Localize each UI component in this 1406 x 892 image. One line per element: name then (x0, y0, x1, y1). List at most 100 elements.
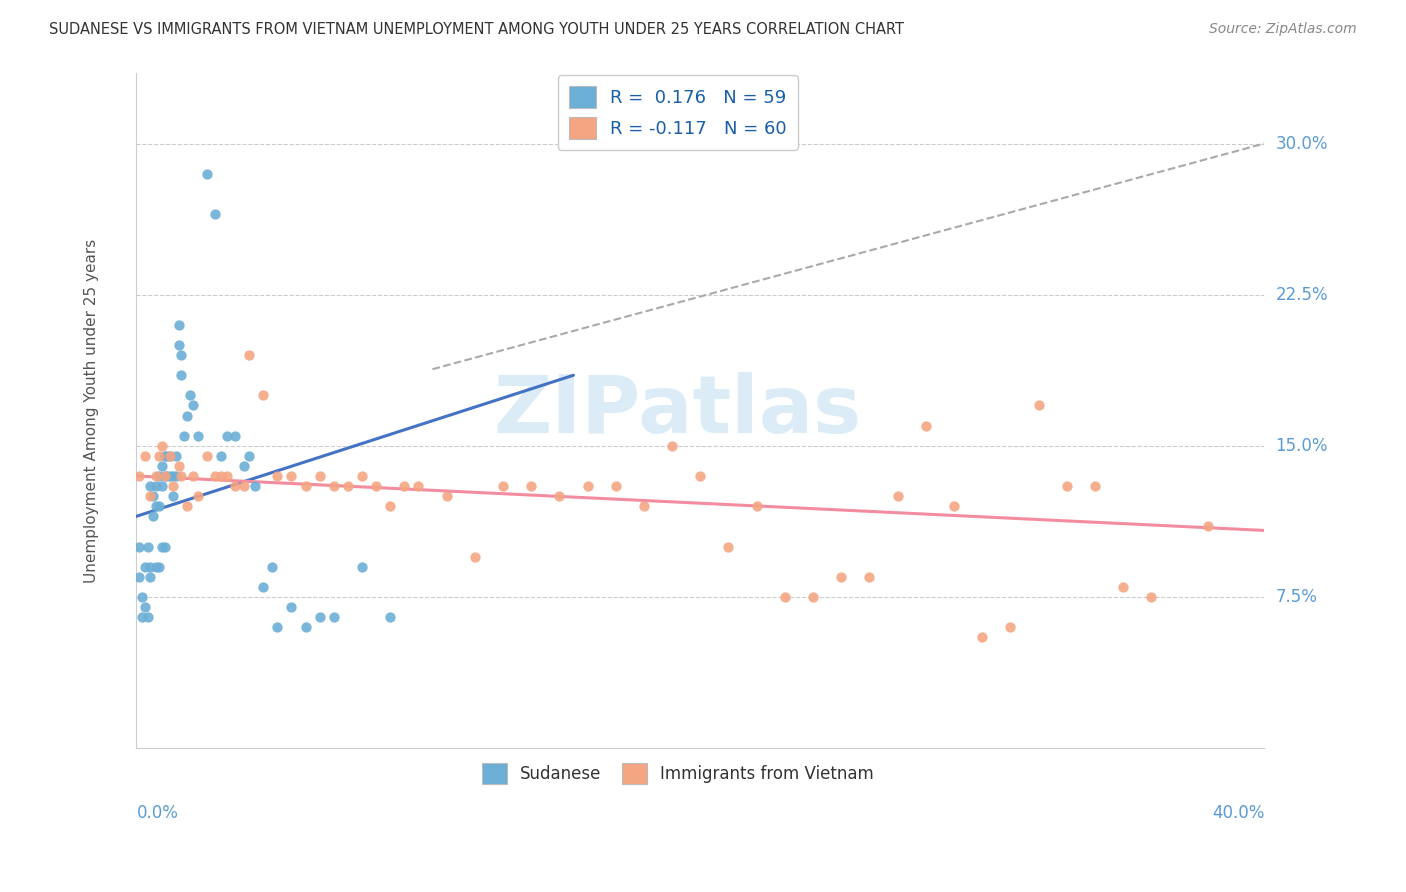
Point (224, 479, 246, 493)
Point (280, 600, 302, 615)
Text: 15.0%: 15.0% (1275, 437, 1329, 455)
Point (209, 469, 232, 483)
Point (153, 469, 176, 483)
Point (350, 559, 373, 574)
Point (204, 207, 226, 221)
Point (350, 469, 373, 483)
Point (162, 469, 184, 483)
Point (548, 489, 571, 503)
Point (139, 489, 162, 503)
Point (436, 489, 458, 503)
Point (145, 469, 167, 483)
Point (576, 479, 599, 493)
Text: 7.5%: 7.5% (1275, 588, 1317, 606)
Point (830, 570, 852, 584)
Point (238, 348, 260, 362)
Point (1056, 479, 1078, 493)
Point (943, 500, 966, 514)
Point (153, 449, 176, 463)
Point (170, 368, 193, 383)
Point (308, 610, 330, 624)
Point (232, 479, 254, 493)
Point (972, 630, 994, 644)
Point (215, 469, 238, 483)
Point (145, 479, 167, 493)
Point (252, 580, 274, 594)
Text: Unemployment Among Youth under 25 years: Unemployment Among Youth under 25 years (84, 238, 98, 582)
Point (689, 469, 711, 483)
Point (165, 449, 187, 463)
Point (773, 590, 796, 604)
Point (134, 449, 156, 463)
Point (308, 469, 330, 483)
Point (170, 469, 193, 483)
Point (159, 469, 181, 483)
Point (131, 610, 153, 624)
Point (408, 479, 430, 493)
Text: SUDANESE VS IMMIGRANTS FROM VIETNAM UNEMPLOYMENT AMONG YOUTH UNDER 25 YEARS CORR: SUDANESE VS IMMIGRANTS FROM VIETNAM UNEM… (49, 22, 904, 37)
Point (181, 399, 204, 413)
Point (167, 318, 190, 332)
Point (148, 559, 170, 574)
Point (134, 600, 156, 615)
Point (915, 418, 938, 433)
Point (167, 458, 190, 473)
Point (1197, 519, 1219, 533)
Point (142, 509, 165, 524)
Point (128, 469, 150, 483)
Point (162, 479, 184, 493)
Point (150, 439, 173, 453)
Point (232, 458, 254, 473)
Point (153, 469, 176, 483)
Point (322, 610, 344, 624)
Point (520, 479, 543, 493)
Point (280, 469, 302, 483)
Point (150, 540, 173, 554)
Text: Source: ZipAtlas.com: Source: ZipAtlas.com (1209, 22, 1357, 37)
Point (139, 479, 162, 493)
Point (260, 559, 283, 574)
Point (156, 469, 179, 483)
Point (224, 428, 246, 442)
Point (266, 620, 288, 634)
Point (159, 449, 181, 463)
Point (148, 469, 170, 483)
Point (1000, 620, 1022, 634)
Point (378, 610, 401, 624)
Point (378, 500, 401, 514)
Point (179, 388, 201, 402)
Point (142, 489, 165, 503)
Point (238, 449, 260, 463)
Text: ZIPatlas: ZIPatlas (494, 372, 862, 450)
Point (243, 479, 266, 493)
Point (394, 479, 416, 493)
Point (195, 167, 218, 181)
Point (170, 348, 193, 362)
Text: 22.5%: 22.5% (1275, 285, 1329, 303)
Point (139, 570, 162, 584)
Point (266, 469, 288, 483)
Point (1112, 580, 1135, 594)
Text: 30.0%: 30.0% (1275, 135, 1329, 153)
Point (252, 388, 274, 402)
Point (176, 409, 198, 423)
Point (294, 620, 316, 634)
Point (1084, 479, 1107, 493)
Point (886, 489, 908, 503)
Point (176, 500, 198, 514)
Point (204, 469, 226, 483)
Point (145, 559, 167, 574)
Point (136, 610, 159, 624)
Point (181, 469, 204, 483)
Point (1140, 590, 1163, 604)
Point (150, 458, 173, 473)
Text: 40.0%: 40.0% (1212, 805, 1264, 822)
Point (858, 570, 880, 584)
Point (464, 549, 486, 564)
Point (128, 540, 150, 554)
Point (1028, 399, 1050, 413)
Point (153, 540, 176, 554)
Point (156, 449, 179, 463)
Point (492, 479, 515, 493)
Point (134, 559, 156, 574)
